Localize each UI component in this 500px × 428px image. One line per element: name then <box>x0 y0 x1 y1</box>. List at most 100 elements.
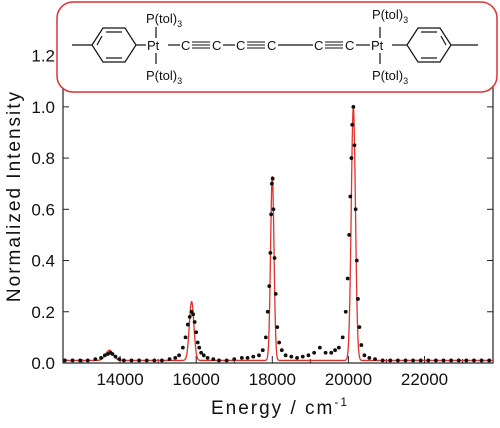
data-point <box>418 358 423 363</box>
fit-curve-layer <box>63 106 493 362</box>
data-point <box>102 353 107 358</box>
carbon-5: C <box>314 38 323 53</box>
data-point <box>395 358 400 363</box>
data-point <box>271 207 276 212</box>
data-point <box>217 358 221 363</box>
data-point <box>367 355 372 360</box>
left-pt-label: Pt <box>147 38 160 53</box>
data-point <box>137 358 142 363</box>
x-tick-label: 14000 <box>96 370 143 389</box>
x-tick-label: 16000 <box>173 370 220 389</box>
data-point <box>269 212 274 217</box>
left-ring-double-3 <box>96 35 103 46</box>
data-point <box>306 353 311 358</box>
data-point <box>351 104 356 109</box>
data-point <box>187 314 192 319</box>
data-point <box>350 122 355 127</box>
data-point <box>300 354 305 359</box>
y-tick-label: 1.0 <box>31 98 55 117</box>
data-point <box>362 353 367 358</box>
data-point <box>456 358 461 363</box>
data-point <box>354 258 359 263</box>
data-point <box>359 343 364 347</box>
y-tick-label: 0.8 <box>31 149 55 168</box>
data-point <box>180 345 185 350</box>
y-axis: 0.0 0.2 0.4 0.6 0.8 1.0 1.2 <box>31 47 493 373</box>
y-axis-title: Normalized Intensity <box>4 90 25 302</box>
x-tick-label: 22000 <box>401 370 448 389</box>
data-point <box>487 358 492 363</box>
data-point <box>251 354 256 359</box>
data-point <box>277 340 282 345</box>
carbon-1: C <box>181 38 190 53</box>
data-point <box>441 358 446 363</box>
y-tick-label: 0.6 <box>31 200 55 219</box>
data-point <box>317 345 322 350</box>
data-point <box>224 358 229 363</box>
data-point <box>197 345 202 350</box>
data-point <box>353 207 358 212</box>
data-point <box>194 330 199 335</box>
x-axis-title: Energy / cm-1 <box>211 395 349 419</box>
data-point <box>121 358 126 363</box>
data-point <box>129 358 134 363</box>
data-point <box>349 156 354 160</box>
right-ring-double-3 <box>440 35 447 46</box>
carbon-2: C <box>212 38 221 53</box>
structure-box <box>56 1 498 93</box>
data-point <box>348 194 353 199</box>
data-point <box>177 353 181 358</box>
fit-curve <box>63 106 493 362</box>
data-point <box>257 353 261 358</box>
data-point <box>113 354 118 359</box>
data-point <box>373 357 377 362</box>
data-point <box>449 358 454 363</box>
data-point <box>85 358 90 363</box>
data-point <box>352 143 357 148</box>
data-point <box>185 322 190 327</box>
data-point <box>388 358 393 363</box>
data-point <box>295 355 299 360</box>
data-point <box>201 353 206 358</box>
data-point <box>403 358 408 363</box>
data-point <box>347 233 352 237</box>
data-point <box>357 325 362 330</box>
left-top-phosphine: P(tol)3 <box>146 11 182 29</box>
data-point <box>272 256 277 260</box>
data-point <box>160 358 164 363</box>
data-point <box>289 354 294 359</box>
data-point <box>479 358 484 363</box>
data-point <box>329 350 334 355</box>
data-point <box>434 358 438 363</box>
y-tick-label: 0.4 <box>31 252 55 271</box>
data-point <box>99 355 103 360</box>
data-point <box>356 297 360 301</box>
data-point <box>117 357 122 362</box>
y-tick-label: 0.2 <box>31 303 55 322</box>
carbon-6: C <box>345 38 354 53</box>
data-point <box>70 358 75 363</box>
data-point <box>195 340 200 345</box>
data-point <box>333 348 337 353</box>
x-axis-title-sup: -1 <box>334 395 349 409</box>
right-top-phosphine: P(tol)3 <box>372 7 408 25</box>
carbon-3: C <box>236 38 245 53</box>
data-point <box>279 348 284 353</box>
y-tick-label: 0.0 <box>31 354 55 373</box>
data-point <box>345 276 350 281</box>
data-point <box>270 176 275 181</box>
molecule-structure-inset: Pt P(tol)3 P(tol)3 C C C C C C Pt P(tol)… <box>56 1 498 93</box>
data-point <box>411 358 415 363</box>
data-point <box>110 352 115 356</box>
data-point <box>245 355 250 360</box>
data-point <box>267 284 272 289</box>
data-point <box>268 250 273 255</box>
data-point <box>323 350 328 355</box>
data-point <box>380 358 385 363</box>
data-point <box>232 357 237 362</box>
data-point <box>63 358 67 363</box>
x-tick-label: 18000 <box>249 370 296 389</box>
data-point <box>263 335 268 340</box>
data-point <box>167 357 172 362</box>
